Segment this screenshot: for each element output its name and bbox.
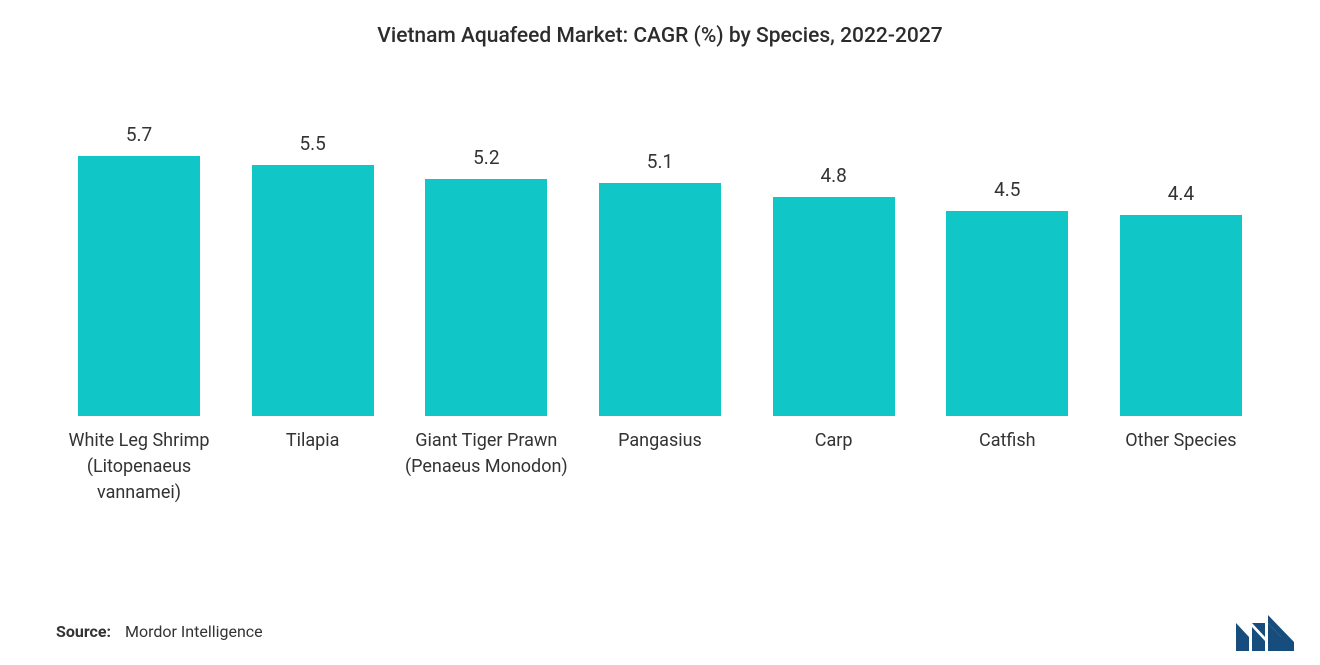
bar bbox=[78, 156, 200, 416]
bar bbox=[1120, 215, 1242, 416]
bar-group: 4.5 bbox=[922, 178, 1092, 416]
bar-value: 4.4 bbox=[1168, 182, 1194, 205]
bar-value: 4.8 bbox=[820, 164, 846, 187]
bar-value: 4.5 bbox=[994, 178, 1020, 201]
chart-title: Vietnam Aquafeed Market: CAGR (%) by Spe… bbox=[46, 24, 1274, 48]
bar-group: 5.2 bbox=[401, 146, 571, 416]
bar-label: Tilapia bbox=[228, 428, 398, 506]
bar-label: Carp bbox=[749, 428, 919, 506]
bar-value: 5.2 bbox=[473, 146, 499, 169]
bar-value: 5.7 bbox=[126, 123, 152, 146]
bar-group: 5.7 bbox=[54, 123, 224, 416]
bar bbox=[946, 211, 1068, 416]
source-attribution: Source: Mordor Intelligence bbox=[56, 622, 263, 641]
bar bbox=[599, 183, 721, 416]
x-axis-labels: White Leg Shrimp (Litopenaeus vannamei) … bbox=[46, 416, 1274, 506]
bar-group: 5.5 bbox=[228, 132, 398, 416]
bar-label: Pangasius bbox=[575, 428, 745, 506]
bar-label: Other Species bbox=[1096, 428, 1266, 506]
bar-label: Giant Tiger Prawn (Penaeus Monodon) bbox=[401, 428, 571, 506]
source-value: Mordor Intelligence bbox=[125, 622, 263, 641]
bar-group: 4.8 bbox=[749, 164, 919, 416]
bar-value: 5.5 bbox=[299, 132, 325, 155]
bar-group: 4.4 bbox=[1096, 182, 1266, 416]
chart-container: Vietnam Aquafeed Market: CAGR (%) by Spe… bbox=[0, 0, 1320, 665]
bar bbox=[425, 179, 547, 416]
bar-value: 5.1 bbox=[647, 150, 673, 173]
bar bbox=[252, 165, 374, 416]
bar-group: 5.1 bbox=[575, 150, 745, 416]
mordor-logo-icon bbox=[1236, 615, 1294, 651]
bar bbox=[773, 197, 895, 416]
bar-label: Catfish bbox=[922, 428, 1092, 506]
plot-area: 5.7 5.5 5.2 5.1 4.8 4.5 4.4 bbox=[46, 116, 1274, 416]
source-label: Source: bbox=[56, 622, 111, 641]
bar-label: White Leg Shrimp (Litopenaeus vannamei) bbox=[54, 428, 224, 506]
